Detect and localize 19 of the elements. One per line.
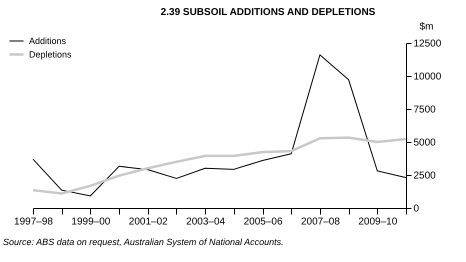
x-tick-label: 1999–00 (71, 216, 111, 228)
legend-label: Depletions (29, 50, 72, 60)
source-note: Source: ABS data on request, Australian System of National Accounts. (3, 237, 284, 247)
y-tick-label: 7500 (414, 104, 436, 116)
x-tick-label: 2007–08 (300, 216, 340, 228)
x-tick-label: 2001–02 (128, 216, 168, 228)
y-tick-label: 2500 (414, 170, 436, 182)
y-tick-label: 5000 (414, 138, 436, 148)
y-tick-label: 0 (414, 204, 420, 214)
legend-label: Additions (29, 36, 67, 46)
y-tick-label: 12500 (414, 38, 442, 50)
x-tick-label: 2005–06 (244, 216, 283, 228)
x-tick-label: 2009–10 (358, 216, 398, 228)
x-tick-label: 2003–04 (186, 216, 226, 228)
chart-title: 2.39 SUBSOIL ADDITIONS AND DEPLETIONS (160, 7, 376, 18)
x-tick-label: 1997–98 (14, 216, 54, 228)
y-tick-label: 10000 (414, 72, 442, 82)
y-axis-title: $m (420, 22, 434, 32)
line-series (32, 136, 408, 195)
